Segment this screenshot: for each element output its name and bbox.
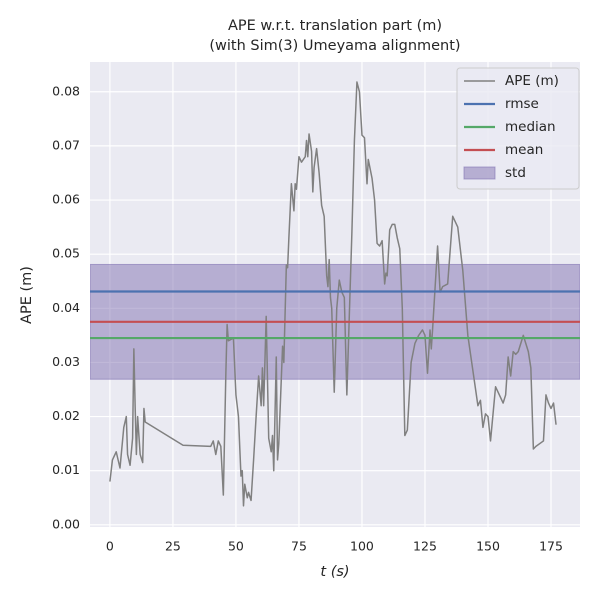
legend-label: std — [505, 165, 526, 181]
x-tick-label: 75 — [291, 539, 307, 554]
y-tick-label: 0.05 — [52, 246, 80, 261]
y-tick-label: 0.02 — [52, 408, 80, 423]
legend: APE (m) rmse median mean std — [456, 67, 580, 190]
x-tick-label: 175 — [539, 539, 563, 554]
y-tick-label: 0.01 — [52, 462, 80, 477]
x-tick-label: 25 — [165, 539, 181, 554]
y-tick-label: 0.08 — [52, 83, 80, 98]
legend-label: APE (m) — [505, 73, 559, 89]
x-tick-label: 125 — [413, 539, 437, 554]
legend-label: mean — [505, 142, 543, 158]
legend-label: rmse — [505, 96, 539, 112]
x-tick-label: 150 — [476, 539, 500, 554]
y-tick-label: 0.07 — [52, 137, 80, 152]
x-tick-label: 0 — [106, 539, 114, 554]
y-axis-label: APE (m) — [19, 266, 35, 324]
legend-swatch — [463, 166, 496, 180]
y-tick-label: 0.06 — [52, 192, 80, 207]
series-line — [109, 81, 557, 507]
labels: 0 25 50 75 100 125 150 175 0.00 0.01 0.02 0.03 0.04 0… — [52, 83, 563, 553]
chart-title: APE w.r.t. translation part (m) — [228, 18, 442, 34]
y-tick-label: 0.03 — [52, 354, 80, 369]
legend-box — [456, 67, 580, 190]
x-axis-label: t (s) — [320, 564, 349, 580]
y-tick-label: 0.00 — [52, 516, 80, 531]
y-tick-label: 0.04 — [52, 300, 80, 315]
x-tick-label: 100 — [350, 539, 374, 554]
chart-subtitle: (with Sim(3) Umeyama alignment) — [209, 38, 460, 54]
marks — [90, 81, 580, 507]
legend-label: median — [505, 119, 556, 135]
x-tick-label: 50 — [228, 539, 244, 554]
